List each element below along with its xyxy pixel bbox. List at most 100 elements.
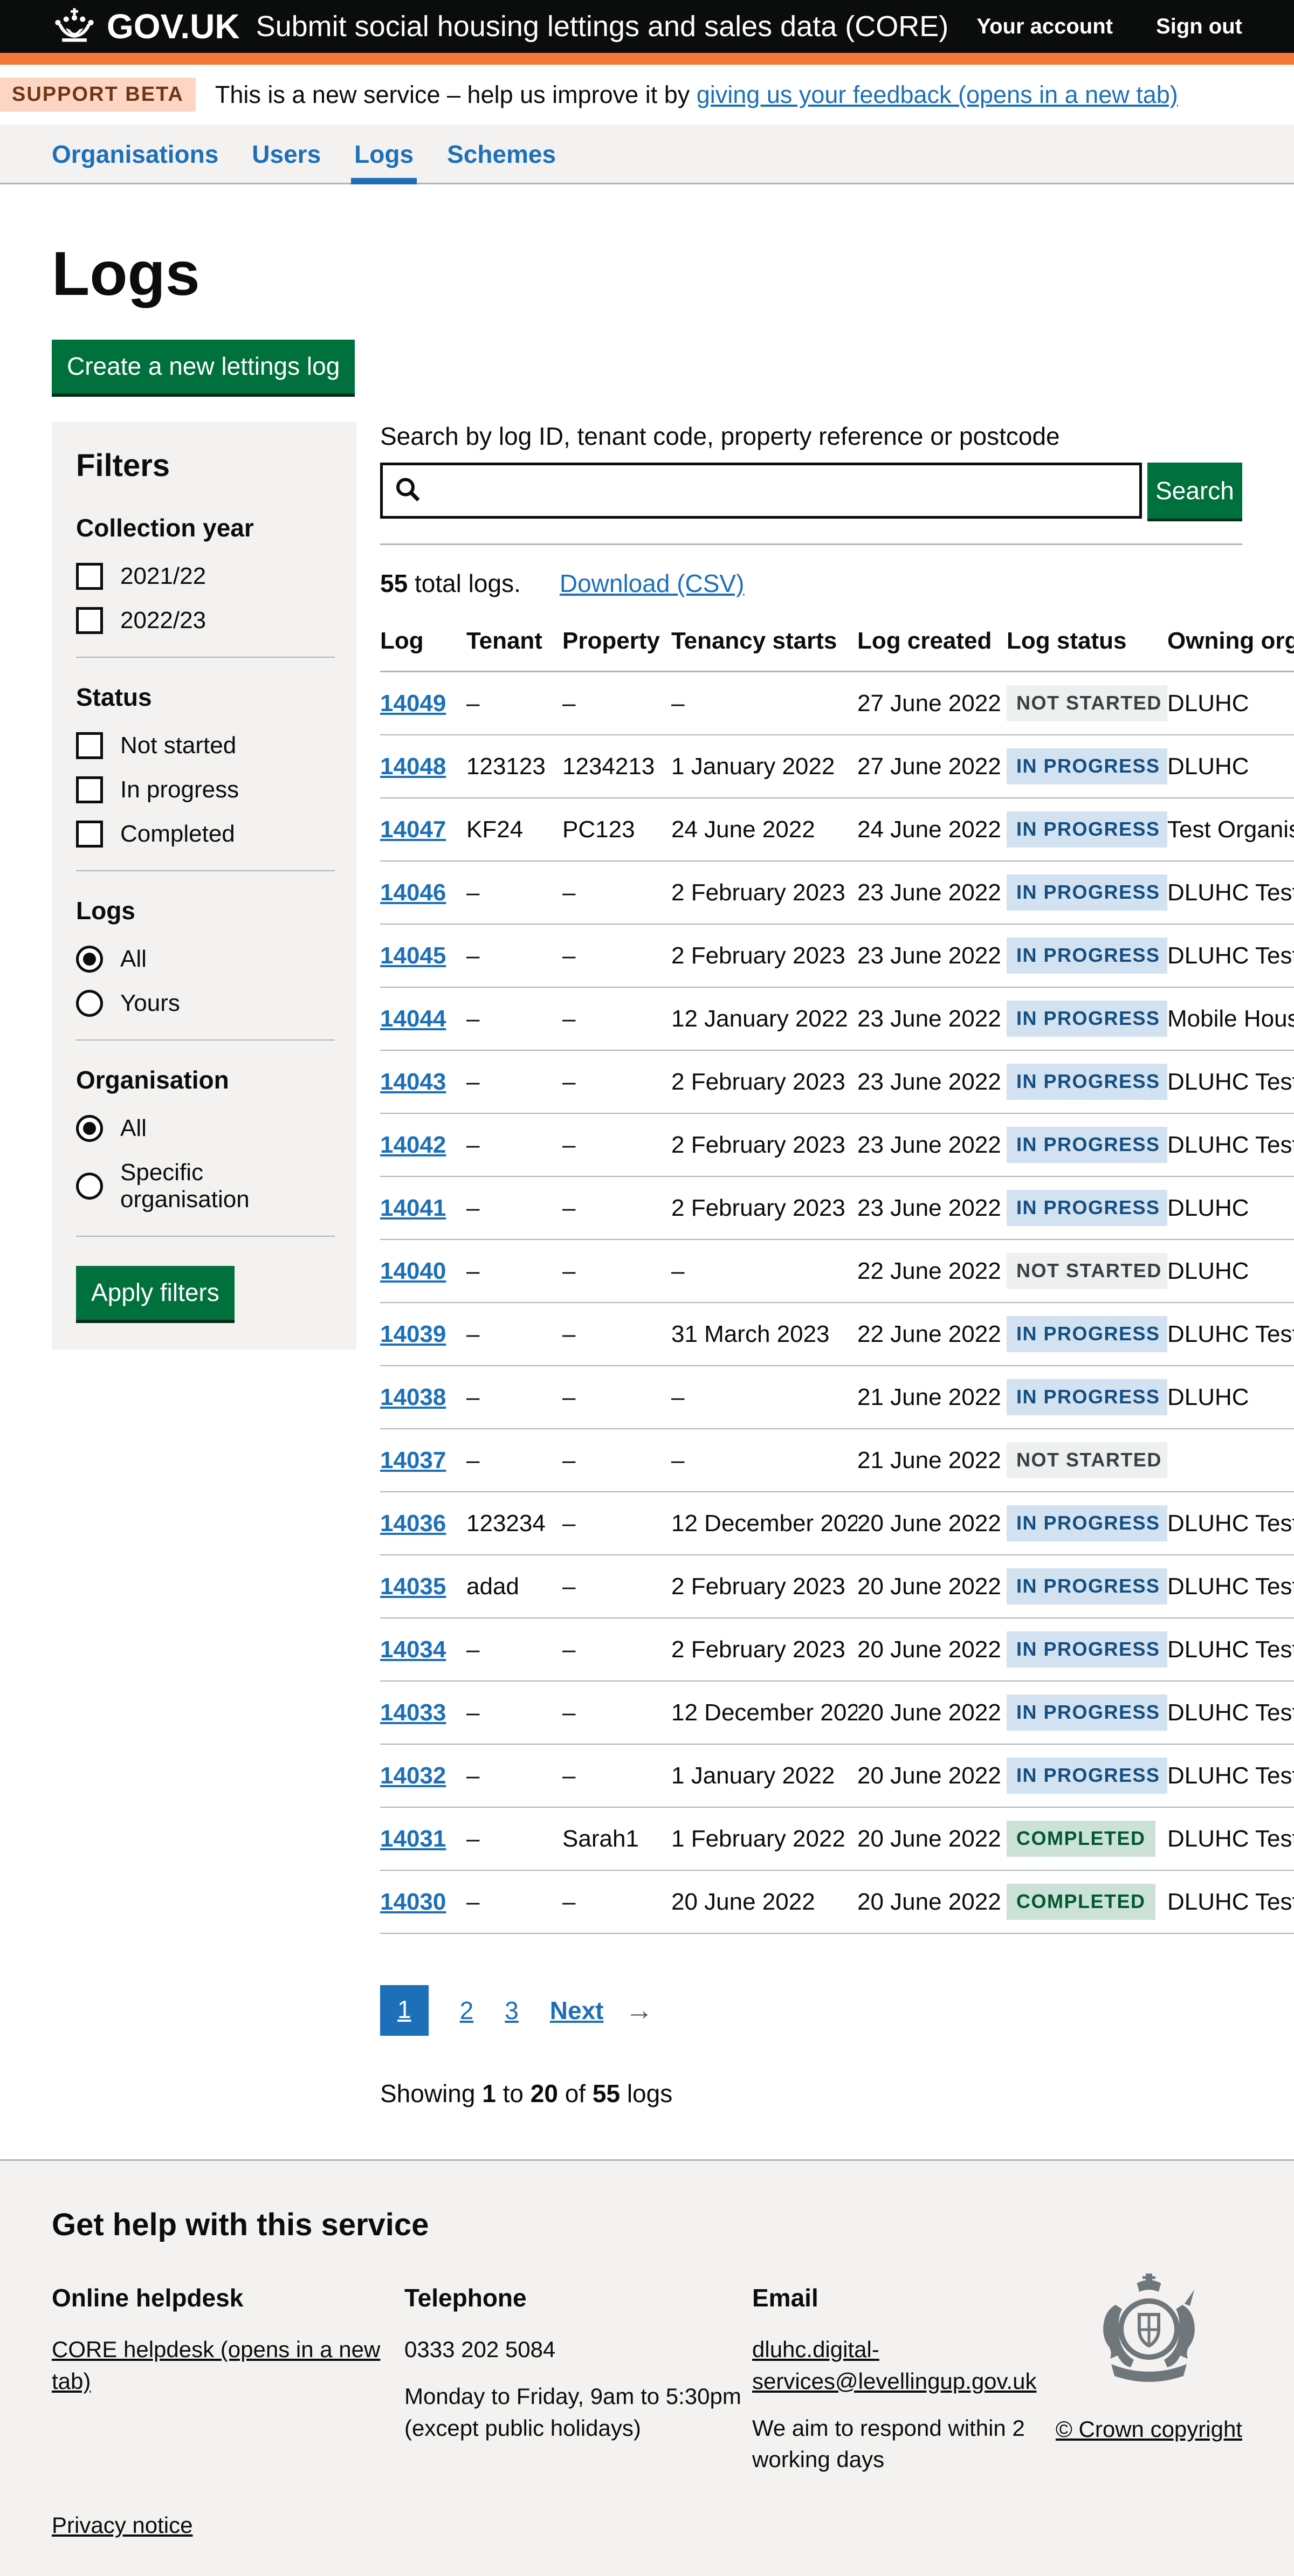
col-header-log: Log — [380, 628, 466, 672]
radio-org-all[interactable] — [76, 1115, 103, 1142]
log-id-link[interactable]: 14047 — [380, 816, 446, 843]
cell-log-status: IN PROGRESS — [1007, 1303, 1167, 1366]
status-badge: IN PROGRESS — [1007, 748, 1167, 784]
radio-row-org-specific: Specific organisation — [76, 1159, 335, 1213]
log-id-link[interactable]: 14048 — [380, 753, 446, 780]
log-id-link[interactable]: 14038 — [380, 1383, 446, 1410]
cell-owning-organisation: DLUHC — [1167, 1366, 1294, 1429]
log-id-link[interactable]: 14040 — [380, 1257, 446, 1284]
log-id-link[interactable]: 14030 — [380, 1888, 446, 1915]
log-id-link[interactable]: 14031 — [380, 1825, 446, 1852]
govuk-logo[interactable]: GOV.UK — [52, 6, 240, 46]
log-id-link[interactable]: 14039 — [380, 1320, 446, 1347]
feedback-link[interactable]: giving us your feedback (opens in a new … — [696, 80, 1178, 108]
cell-owning-organisation: DLUHC Test — [1167, 1113, 1294, 1177]
logs-table-body: 14049 – – – 27 June 2022 NOT STARTED DLU… — [380, 671, 1294, 1934]
cell-log-status: IN PROGRESS — [1007, 924, 1167, 988]
email-link[interactable]: dluhc.digital-services@levellingup.gov.u… — [752, 2337, 1037, 2394]
crown-copyright-link[interactable]: © Crown copyright — [1055, 2416, 1242, 2442]
radio-row-org-all: All — [76, 1115, 335, 1142]
nav-item-schemes[interactable]: Schemes — [447, 140, 556, 168]
checkbox-in-progress[interactable] — [76, 776, 103, 803]
cell-owning-organisation — [1167, 1429, 1294, 1492]
log-id-link[interactable]: 14042 — [380, 1131, 446, 1158]
pagination-page-2[interactable]: 2 — [459, 1996, 474, 2024]
table-row: 14041 – – 2 February 2023 23 June 2022 I… — [380, 1176, 1294, 1240]
log-id-link[interactable]: 14036 — [380, 1510, 446, 1537]
cell-owning-organisation: DLUHC — [1167, 735, 1294, 798]
radio-org-specific[interactable] — [76, 1173, 103, 1200]
search-button[interactable]: Search — [1147, 463, 1242, 519]
pagination-page-1-current[interactable]: 1 — [380, 1985, 429, 2036]
cell-log-created: 23 June 2022 — [857, 987, 1007, 1051]
privacy-notice-link[interactable]: Privacy notice — [52, 2512, 193, 2538]
nav-item-users[interactable]: Users — [252, 140, 321, 168]
radio-logs-yours[interactable] — [76, 990, 103, 1017]
log-id-link[interactable]: 14033 — [380, 1699, 446, 1726]
showing-text: to — [495, 2079, 531, 2107]
checkbox-label: Completed — [120, 821, 235, 847]
cell-tenant: KF24 — [466, 798, 562, 862]
log-id-link[interactable]: 14035 — [380, 1573, 446, 1600]
log-id-link[interactable]: 14044 — [380, 1005, 446, 1032]
cell-tenant: – — [466, 924, 562, 988]
main-content: Logs Create a new lettings log Filters C… — [0, 184, 1294, 2159]
cell-log-status: IN PROGRESS — [1007, 1681, 1167, 1745]
cell-owning-organisation: DLUHC Test — [1167, 1555, 1294, 1618]
create-lettings-log-button[interactable]: Create a new lettings log — [52, 340, 355, 394]
nav-item-logs[interactable]: Logs — [351, 125, 417, 184]
checkbox-not-started[interactable] — [76, 732, 103, 759]
download-csv-link[interactable]: Download (CSV) — [559, 569, 745, 597]
cell-tenant: – — [466, 1429, 562, 1492]
cell-log-id: 14032 — [380, 1744, 466, 1808]
sign-out-link[interactable]: Sign out — [1156, 14, 1242, 38]
govuk-logotype: GOV.UK — [107, 7, 240, 46]
cell-tenancy-starts: – — [671, 671, 857, 735]
cell-tenancy-starts: 20 June 2022 — [671, 1870, 857, 1934]
log-id-link[interactable]: 14045 — [380, 942, 446, 969]
table-row: 14043 – – 2 February 2023 23 June 2022 I… — [380, 1050, 1294, 1114]
apply-filters-button[interactable]: Apply filters — [76, 1266, 235, 1320]
log-id-link[interactable]: 14034 — [380, 1636, 446, 1663]
status-badge: NOT STARTED — [1007, 685, 1167, 721]
log-id-link[interactable]: 14049 — [380, 690, 446, 717]
phase-banner: SUPPORT BETA This is a new service – hel… — [0, 65, 1294, 125]
radio-label: Yours — [120, 990, 180, 1016]
cell-property: – — [562, 671, 671, 735]
cell-tenancy-starts: – — [671, 1366, 857, 1429]
pagination-page-3[interactable]: 3 — [505, 1996, 519, 2024]
log-id-link[interactable]: 14043 — [380, 1068, 446, 1095]
status-badge: IN PROGRESS — [1007, 1064, 1167, 1100]
log-id-link[interactable]: 14041 — [380, 1194, 446, 1221]
search-input[interactable] — [380, 463, 1142, 519]
helpdesk-title: Online helpdesk — [52, 2284, 244, 2312]
cell-owning-organisation: DLUHC — [1167, 671, 1294, 735]
radio-logs-all[interactable] — [76, 946, 103, 973]
log-id-link[interactable]: 14046 — [380, 879, 446, 906]
checkbox-2021-22[interactable] — [76, 563, 103, 590]
cell-log-status: IN PROGRESS — [1007, 987, 1167, 1051]
cell-log-status: IN PROGRESS — [1007, 1113, 1167, 1177]
arrow-right-icon: → — [625, 1995, 653, 2026]
checkbox-2022-23[interactable] — [76, 607, 103, 634]
footer-telephone-column: Telephone 0333 202 5084 Monday to Friday… — [404, 2283, 752, 2491]
your-account-link[interactable]: Your account — [976, 14, 1113, 38]
cell-tenant: – — [466, 1366, 562, 1429]
nav-item-organisations[interactable]: Organisations — [52, 140, 219, 168]
telephone-number: 0333 202 5084 — [404, 2337, 556, 2362]
footer-copyright-block: © Crown copyright — [1055, 2274, 1242, 2491]
core-helpdesk-link[interactable]: CORE helpdesk (opens in a new tab) — [52, 2337, 381, 2394]
cell-property: – — [562, 1176, 671, 1240]
email-title: Email — [752, 2284, 818, 2312]
cell-log-id: 14048 — [380, 735, 466, 798]
radio-row-logs-all: All — [76, 946, 335, 973]
log-id-link[interactable]: 14037 — [380, 1447, 446, 1473]
cell-log-status: NOT STARTED — [1007, 1239, 1167, 1303]
checkbox-completed[interactable] — [76, 821, 103, 848]
cell-tenant: adad — [466, 1555, 562, 1618]
service-name[interactable]: Submit social housing lettings and sales… — [256, 10, 949, 43]
cell-log-created: 23 June 2022 — [857, 1050, 1007, 1114]
cell-log-created: 20 June 2022 — [857, 1618, 1007, 1682]
pagination-next[interactable]: Next — [549, 1996, 604, 2024]
log-id-link[interactable]: 14032 — [380, 1762, 446, 1789]
